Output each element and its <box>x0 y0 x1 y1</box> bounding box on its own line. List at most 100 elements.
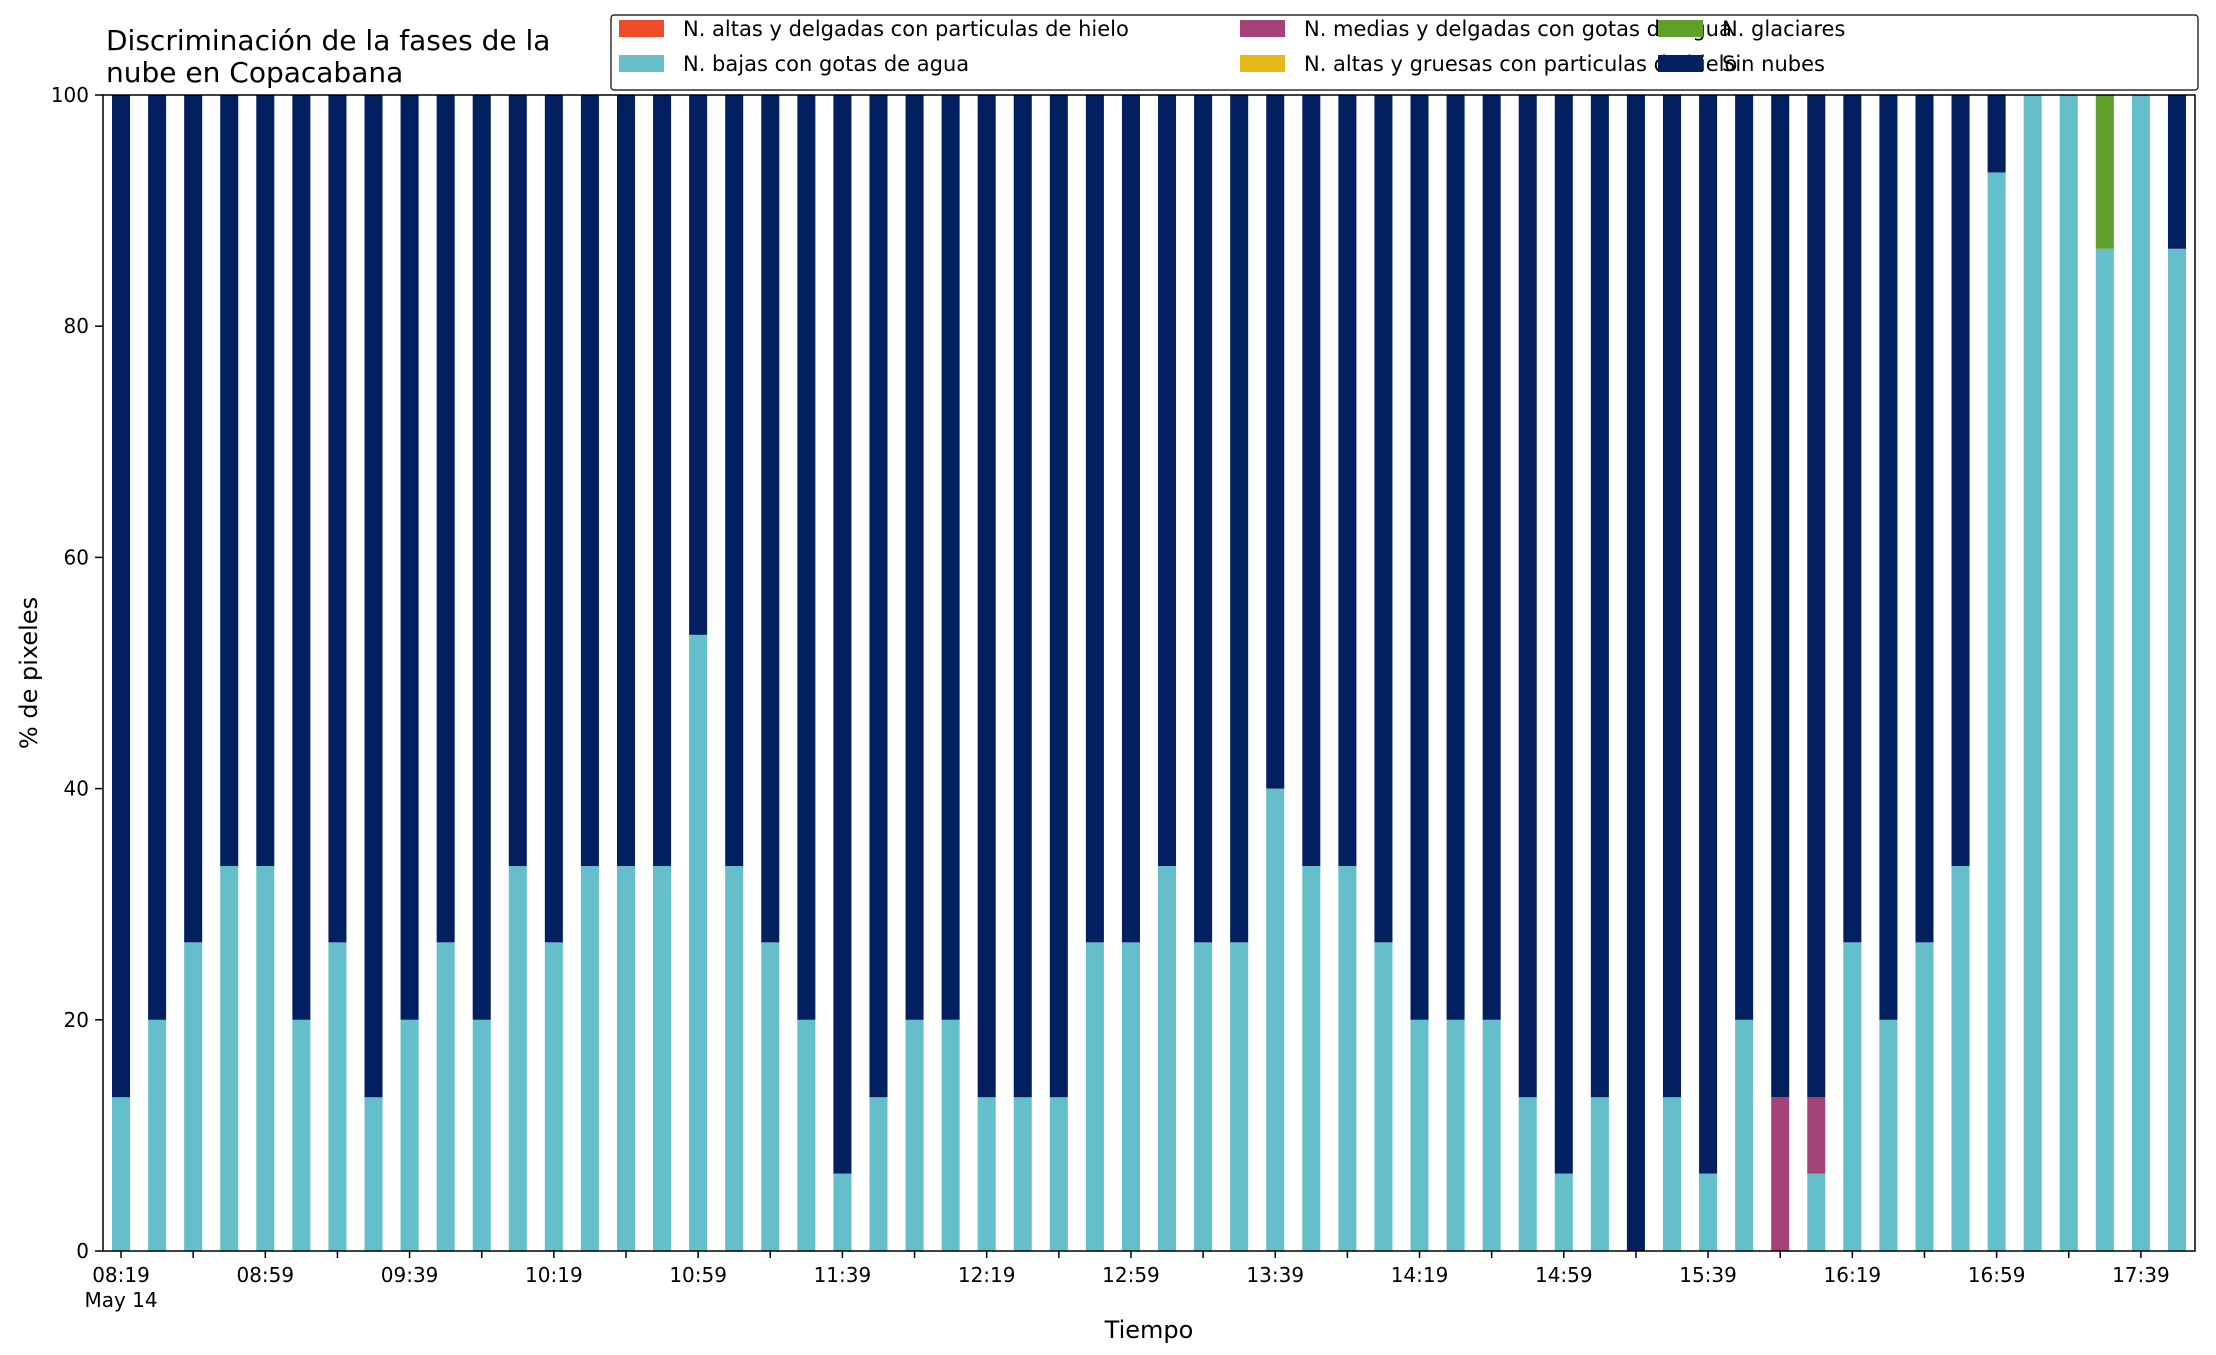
legend-swatch-1 <box>1240 55 1285 72</box>
bar-segment-19-series-2 <box>797 1019 816 1251</box>
bar-segment-38-series-2 <box>1482 1019 1501 1251</box>
legend-swatch-5 <box>1658 55 1703 72</box>
bar-segment-8-series-5 <box>400 95 419 1020</box>
chart-title-line-1: Discriminación de la fases de la <box>106 24 550 57</box>
bar-segment-38-series-5 <box>1482 95 1501 1020</box>
bar-segment-41-series-2 <box>1590 1097 1609 1251</box>
bar-segment-33-series-2 <box>1302 866 1321 1251</box>
bar-segment-40-series-5 <box>1554 95 1573 1174</box>
bar-segment-16-series-2 <box>689 634 708 1251</box>
bar-segment-8-series-2 <box>400 1019 419 1251</box>
bar-segment-36-series-2 <box>1410 1019 1429 1251</box>
bar-segment-29-series-2 <box>1158 866 1177 1251</box>
x-tick-label: 16:59 <box>1968 1263 2026 1287</box>
x-tick-label: 10:59 <box>669 1263 727 1287</box>
bar-segment-55-series-2 <box>2095 248 2114 1251</box>
bar-segment-26-series-5 <box>1049 95 1068 1098</box>
bar-segment-31-series-5 <box>1230 95 1249 943</box>
legend-box <box>610 14 2199 91</box>
bar-segment-52-series-5 <box>1987 95 2006 173</box>
x-tick-label: 16:19 <box>1824 1263 1882 1287</box>
legend-label-2: N. bajas con gotas de agua <box>683 52 969 76</box>
bar-segment-14-series-5 <box>616 95 636 867</box>
bar-segment-28-series-2 <box>1121 942 1140 1251</box>
x-tick-label: 11:39 <box>814 1263 872 1287</box>
bar-segment-3-series-2 <box>220 866 239 1251</box>
bar-segment-27-series-2 <box>1085 942 1104 1251</box>
bar-segment-4-series-5 <box>256 95 275 867</box>
bar-segment-24-series-2 <box>977 1097 996 1251</box>
bar-segment-7-series-2 <box>364 1097 383 1251</box>
bar-segment-34-series-2 <box>1338 866 1357 1251</box>
bar-segment-27-series-5 <box>1085 95 1104 943</box>
bar-segment-40-series-2 <box>1554 1173 1573 1251</box>
bar-segment-2-series-2 <box>184 942 203 1251</box>
bar-segment-7-series-5 <box>364 95 383 1098</box>
y-tick-label: 20 <box>64 1008 89 1032</box>
y-tick-label: 60 <box>64 545 89 569</box>
legend-swatch-2 <box>619 55 664 72</box>
bar-segment-3-series-5 <box>220 95 239 867</box>
bar-segment-54-series-2 <box>2059 95 2078 1251</box>
bar-segment-52-series-2 <box>1987 172 2006 1252</box>
bar-segment-50-series-2 <box>1915 942 1934 1251</box>
bar-segment-9-series-5 <box>436 95 455 943</box>
bar-segment-29-series-5 <box>1158 95 1177 867</box>
chart-title-line-2: nube en Copacabana <box>106 56 403 89</box>
bar-segment-20-series-2 <box>833 1173 852 1251</box>
bar-segment-10-series-2 <box>472 1019 491 1251</box>
bars-layer <box>112 95 2186 1252</box>
bar-segment-26-series-2 <box>1049 1097 1068 1251</box>
bar-segment-25-series-2 <box>1013 1097 1032 1251</box>
x-tick-label: 14:59 <box>1535 1263 1593 1287</box>
bar-segment-11-series-5 <box>508 95 527 867</box>
y-axis-title: % de pixeles <box>15 597 43 749</box>
bar-segment-25-series-5 <box>1013 95 1032 1098</box>
bar-segment-39-series-2 <box>1518 1097 1537 1251</box>
bar-segment-35-series-2 <box>1374 942 1393 1251</box>
bar-segment-0-series-5 <box>112 95 131 1098</box>
bar-segment-45-series-2 <box>1735 1019 1754 1251</box>
y-axis: 0 20 40 60 80 100 <box>51 83 103 1263</box>
bar-segment-51-series-5 <box>1951 95 1970 867</box>
x-tick-label: 13:39 <box>1246 1263 1304 1287</box>
bar-segment-43-series-2 <box>1662 1097 1682 1251</box>
x-tick-sublabel: May 14 <box>84 1288 157 1312</box>
bar-segment-37-series-2 <box>1446 1019 1465 1251</box>
x-axis-title: Tiempo <box>1104 1316 1194 1344</box>
bar-segment-15-series-5 <box>653 95 672 867</box>
bar-segment-16-series-5 <box>689 95 708 635</box>
bar-segment-50-series-5 <box>1915 95 1934 943</box>
x-tick-label: 12:19 <box>958 1263 1016 1287</box>
bar-segment-39-series-5 <box>1518 95 1537 1098</box>
y-tick-label: 0 <box>76 1239 89 1263</box>
bar-segment-33-series-5 <box>1302 95 1321 867</box>
bar-segment-36-series-5 <box>1410 95 1429 1020</box>
bar-segment-18-series-2 <box>761 942 780 1251</box>
legend-swatch-3 <box>1658 20 1703 37</box>
bar-segment-11-series-2 <box>508 866 527 1251</box>
legend-swatch-4 <box>1240 20 1285 37</box>
legend: N. altas y delgadas con particulas de hi… <box>610 14 2199 91</box>
bar-segment-37-series-5 <box>1446 95 1465 1020</box>
bar-segment-21-series-2 <box>869 1097 888 1251</box>
bar-segment-32-series-2 <box>1266 788 1285 1251</box>
bar-segment-57-series-5 <box>2167 95 2186 249</box>
bar-segment-1-series-2 <box>148 1019 167 1251</box>
bar-segment-17-series-5 <box>725 95 744 867</box>
bar-segment-31-series-2 <box>1230 942 1249 1251</box>
bar-segment-49-series-2 <box>1879 1019 1898 1251</box>
bar-segment-53-series-2 <box>2023 95 2042 1251</box>
bar-segment-6-series-5 <box>328 95 347 943</box>
bar-segment-23-series-5 <box>941 95 960 1020</box>
x-tick-label: 08:19 <box>92 1263 150 1287</box>
bar-segment-32-series-5 <box>1266 95 1285 789</box>
bar-segment-4-series-2 <box>256 866 275 1251</box>
bar-segment-21-series-5 <box>869 95 888 1098</box>
bar-segment-56-series-2 <box>2131 95 2150 1251</box>
bar-segment-19-series-5 <box>797 95 816 1020</box>
bar-segment-0-series-2 <box>112 1097 131 1251</box>
bar-segment-24-series-5 <box>977 95 996 1098</box>
